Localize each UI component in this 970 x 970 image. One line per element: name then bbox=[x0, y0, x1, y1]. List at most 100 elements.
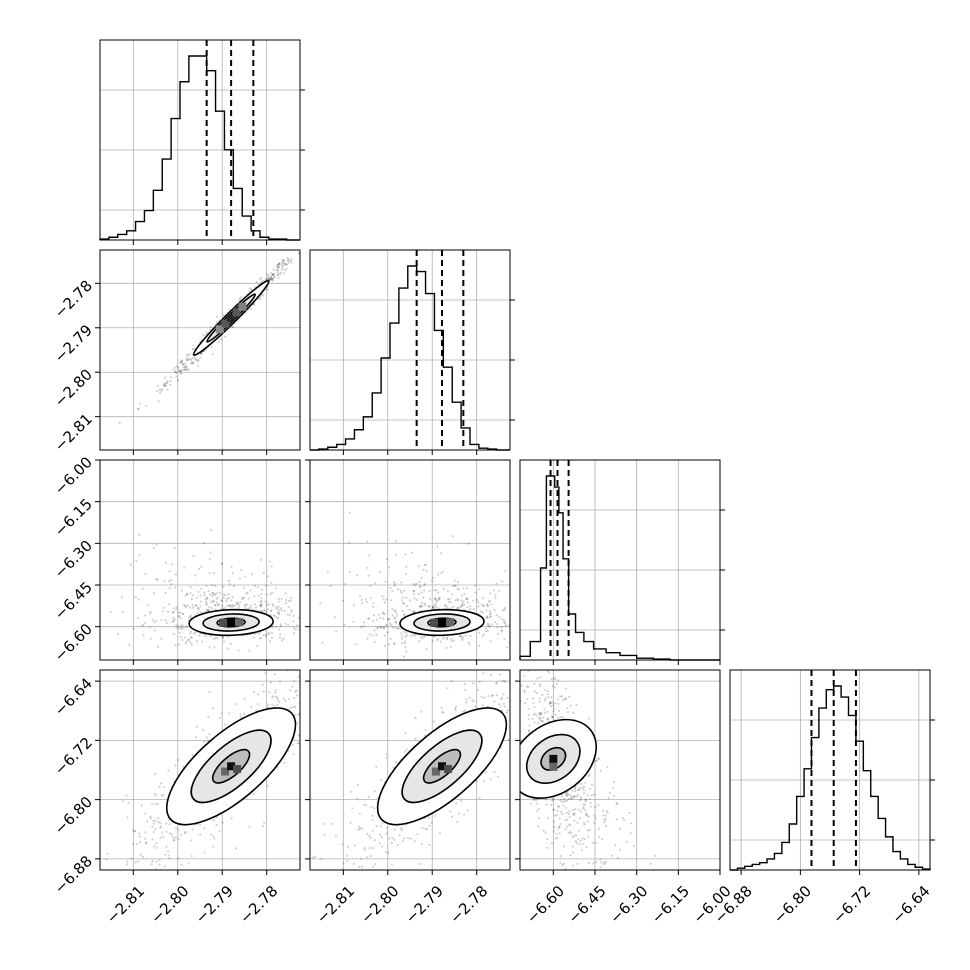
scatter-point bbox=[593, 814, 596, 817]
scatter-point bbox=[528, 713, 531, 716]
scatter-point bbox=[323, 833, 326, 837]
scatter-point bbox=[277, 597, 280, 600]
scatter-point bbox=[587, 861, 590, 865]
scatter-point bbox=[502, 609, 505, 612]
scatter-point bbox=[181, 362, 185, 366]
scatter-point bbox=[215, 592, 218, 595]
scatter-point bbox=[291, 744, 294, 747]
scatter-point bbox=[139, 841, 142, 844]
scatter-point bbox=[366, 872, 368, 874]
scatter-point bbox=[560, 695, 564, 698]
scatter-point bbox=[585, 812, 588, 815]
scatter-point bbox=[341, 670, 343, 672]
scatter-point bbox=[271, 278, 274, 281]
scatter-point bbox=[566, 792, 569, 796]
scatter-point bbox=[456, 598, 459, 601]
scatter-point bbox=[393, 582, 397, 585]
scatter-point bbox=[511, 714, 513, 716]
scatter-point bbox=[457, 812, 461, 815]
scatter-point bbox=[353, 844, 357, 847]
scatter-point bbox=[161, 831, 164, 834]
scatter-point bbox=[376, 626, 380, 629]
scatter-point bbox=[165, 822, 168, 825]
scatter-point bbox=[285, 267, 288, 271]
scatter-point bbox=[388, 643, 391, 646]
scatter-point bbox=[598, 944, 600, 946]
scatter-point bbox=[396, 588, 400, 591]
scatter-point bbox=[307, 693, 309, 695]
scatter-point bbox=[283, 259, 286, 262]
scatter-point bbox=[361, 602, 364, 605]
scatter-point bbox=[136, 408, 140, 411]
scatter-point bbox=[373, 863, 377, 866]
scatter-point bbox=[378, 833, 382, 836]
scatter-point bbox=[387, 566, 391, 569]
scatter-point bbox=[244, 575, 247, 578]
scatter-point bbox=[144, 573, 147, 576]
scatter-point bbox=[163, 384, 166, 387]
scatter-point bbox=[577, 808, 581, 811]
scatter-point bbox=[374, 582, 377, 585]
scatter-point bbox=[264, 633, 268, 637]
scatter-point bbox=[485, 629, 488, 633]
scatter-point bbox=[464, 688, 467, 691]
scatter-point bbox=[400, 632, 403, 635]
scatter-point bbox=[403, 750, 407, 753]
scatter-point bbox=[595, 759, 598, 762]
scatter-point bbox=[207, 715, 210, 719]
scatter-point bbox=[456, 580, 460, 583]
scatter-point bbox=[204, 598, 207, 601]
scatter-point bbox=[212, 592, 215, 595]
scatter-point bbox=[195, 596, 199, 599]
scatter-point bbox=[348, 511, 351, 514]
scatter-point bbox=[456, 599, 459, 602]
scatter-point bbox=[536, 619, 538, 621]
scatter-point bbox=[295, 721, 299, 724]
scatter-point bbox=[257, 632, 261, 635]
scatter-point bbox=[155, 842, 158, 845]
scatter-point bbox=[456, 587, 459, 590]
scatter-point bbox=[551, 799, 554, 802]
scatter-point bbox=[272, 694, 275, 698]
scatter-point bbox=[268, 560, 271, 563]
scatter-point bbox=[493, 700, 496, 703]
scatter-point bbox=[417, 593, 420, 596]
scatter-point bbox=[460, 799, 463, 802]
scatter-point bbox=[162, 606, 166, 609]
scatter-point bbox=[211, 607, 214, 610]
scatter-point bbox=[318, 652, 320, 654]
scatter-point bbox=[571, 845, 575, 848]
scatter-point bbox=[232, 325, 235, 328]
scatter-point bbox=[260, 280, 263, 284]
scatter-point bbox=[544, 647, 546, 649]
scatter-point bbox=[500, 580, 504, 583]
scatter-point bbox=[584, 798, 587, 801]
scatter-point bbox=[466, 601, 470, 604]
scatter-point bbox=[590, 794, 594, 797]
scatter-point bbox=[402, 837, 406, 840]
scatter-point bbox=[592, 862, 595, 865]
scatter-point bbox=[367, 796, 370, 799]
scatter-point bbox=[230, 325, 234, 329]
scatter-point bbox=[441, 570, 445, 573]
scatter-point bbox=[177, 611, 180, 614]
scatter-point bbox=[134, 830, 137, 833]
scatter-point bbox=[273, 276, 276, 279]
scatter-point bbox=[212, 819, 215, 822]
scatter-point bbox=[181, 368, 184, 371]
scatter-point bbox=[192, 555, 195, 558]
scatter-point bbox=[213, 646, 216, 649]
scatter-point bbox=[253, 690, 256, 694]
scatter-point bbox=[153, 621, 156, 624]
scatter-point bbox=[504, 569, 507, 573]
scatter-point bbox=[487, 694, 490, 698]
scatter-point bbox=[193, 356, 196, 359]
scatter-point bbox=[221, 585, 225, 588]
scatter-point bbox=[516, 626, 518, 628]
scatter-point bbox=[483, 696, 486, 699]
density-cell bbox=[445, 618, 454, 627]
scatter-point bbox=[200, 565, 203, 568]
scatter-point bbox=[351, 807, 354, 810]
scatter-point bbox=[307, 733, 309, 735]
histogram-panel-3 bbox=[729, 669, 931, 871]
